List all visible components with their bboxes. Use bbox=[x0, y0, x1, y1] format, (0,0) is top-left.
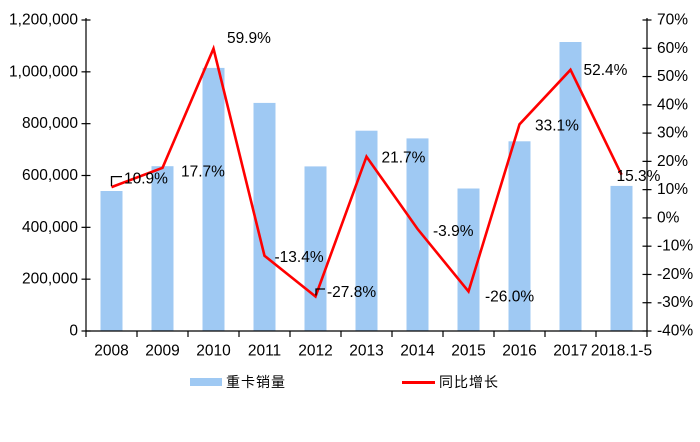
legend-item-yoy-growth: 同比增长 bbox=[402, 374, 499, 390]
left-axis-tick-label: 1,200,000 bbox=[9, 12, 78, 29]
x-axis-category-label: 2018.1-5 bbox=[591, 343, 652, 360]
left-axis-tick-label: 0 bbox=[69, 323, 78, 340]
growth-data-label: -13.4% bbox=[275, 249, 324, 266]
right-axis-tick-label: 30% bbox=[657, 125, 688, 142]
bar-2008 bbox=[100, 191, 123, 331]
right-axis-tick-label: 20% bbox=[657, 153, 688, 170]
growth-data-label: 59.9% bbox=[227, 30, 271, 47]
growth-data-label: 15.3% bbox=[617, 168, 661, 185]
data-label-leader bbox=[315, 288, 325, 296]
growth-data-label: 52.4% bbox=[584, 62, 628, 79]
x-axis-category-label: 2014 bbox=[400, 343, 435, 360]
growth-line bbox=[111, 44, 623, 299]
right-axis-tick-label: 60% bbox=[657, 40, 688, 57]
left-axis-tick-label: 200,000 bbox=[22, 271, 78, 288]
line-series-swatch bbox=[402, 380, 435, 384]
left-axis-tick-label: 1,000,000 bbox=[9, 63, 78, 80]
bar-2009 bbox=[151, 166, 174, 331]
right-axis-tick-label: -30% bbox=[657, 294, 693, 311]
bar-2014 bbox=[406, 138, 429, 331]
x-axis-category-label: 2010 bbox=[196, 343, 231, 360]
x-axis-category-label: 2017 bbox=[553, 343, 587, 360]
bar-2018.1-5 bbox=[610, 185, 633, 331]
left-axis-tick-label: 400,000 bbox=[22, 219, 78, 236]
legend-label-truck-sales: 重卡销量 bbox=[226, 374, 286, 390]
x-axis-category-label: 2009 bbox=[145, 343, 179, 360]
legend-item-truck-sales: 重卡销量 bbox=[190, 374, 286, 390]
growth-data-label: 33.1% bbox=[535, 117, 579, 134]
right-axis-tick-label: -10% bbox=[657, 238, 693, 255]
x-axis-category-label: 2016 bbox=[502, 343, 536, 360]
growth-data-label: 21.7% bbox=[382, 150, 426, 167]
bar-2016 bbox=[508, 141, 531, 331]
growth-data-label: 10.9% bbox=[124, 171, 168, 188]
left-axis-tick-label: 600,000 bbox=[22, 167, 78, 184]
right-axis-tick-label: 70% bbox=[657, 12, 688, 29]
x-axis-category-label: 2015 bbox=[451, 343, 485, 360]
data-label-leader bbox=[110, 175, 122, 187]
bar-2012 bbox=[304, 166, 327, 331]
growth-data-label: -27.8% bbox=[327, 284, 376, 301]
right-axis-tick-label: 50% bbox=[657, 68, 688, 85]
right-axis-tick-label: -20% bbox=[657, 266, 693, 283]
bar-2010 bbox=[202, 67, 225, 332]
bar-series-swatch bbox=[190, 378, 222, 386]
growth-data-label: -26.0% bbox=[485, 288, 534, 305]
right-axis-tick-label: 10% bbox=[657, 181, 688, 198]
x-axis-category-label: 2008 bbox=[94, 343, 128, 360]
x-axis-category-label: 2011 bbox=[248, 343, 281, 360]
x-axis-category-label: 2012 bbox=[298, 343, 332, 360]
right-axis-tick-label: 40% bbox=[657, 96, 688, 113]
growth-data-label: -3.9% bbox=[433, 223, 474, 240]
x-axis-category-label: 2013 bbox=[349, 343, 383, 360]
right-axis-tick-label: -40% bbox=[657, 323, 693, 340]
growth-data-label: 17.7% bbox=[181, 163, 225, 180]
left-axis-tick-label: 800,000 bbox=[22, 115, 78, 132]
bar-2011 bbox=[253, 102, 276, 332]
bar-2015 bbox=[457, 188, 480, 331]
bar-2013 bbox=[355, 130, 378, 331]
legend-label-yoy-growth: 同比增长 bbox=[439, 374, 499, 390]
right-axis-tick-label: 0% bbox=[657, 209, 680, 226]
bar-2017 bbox=[559, 42, 582, 331]
